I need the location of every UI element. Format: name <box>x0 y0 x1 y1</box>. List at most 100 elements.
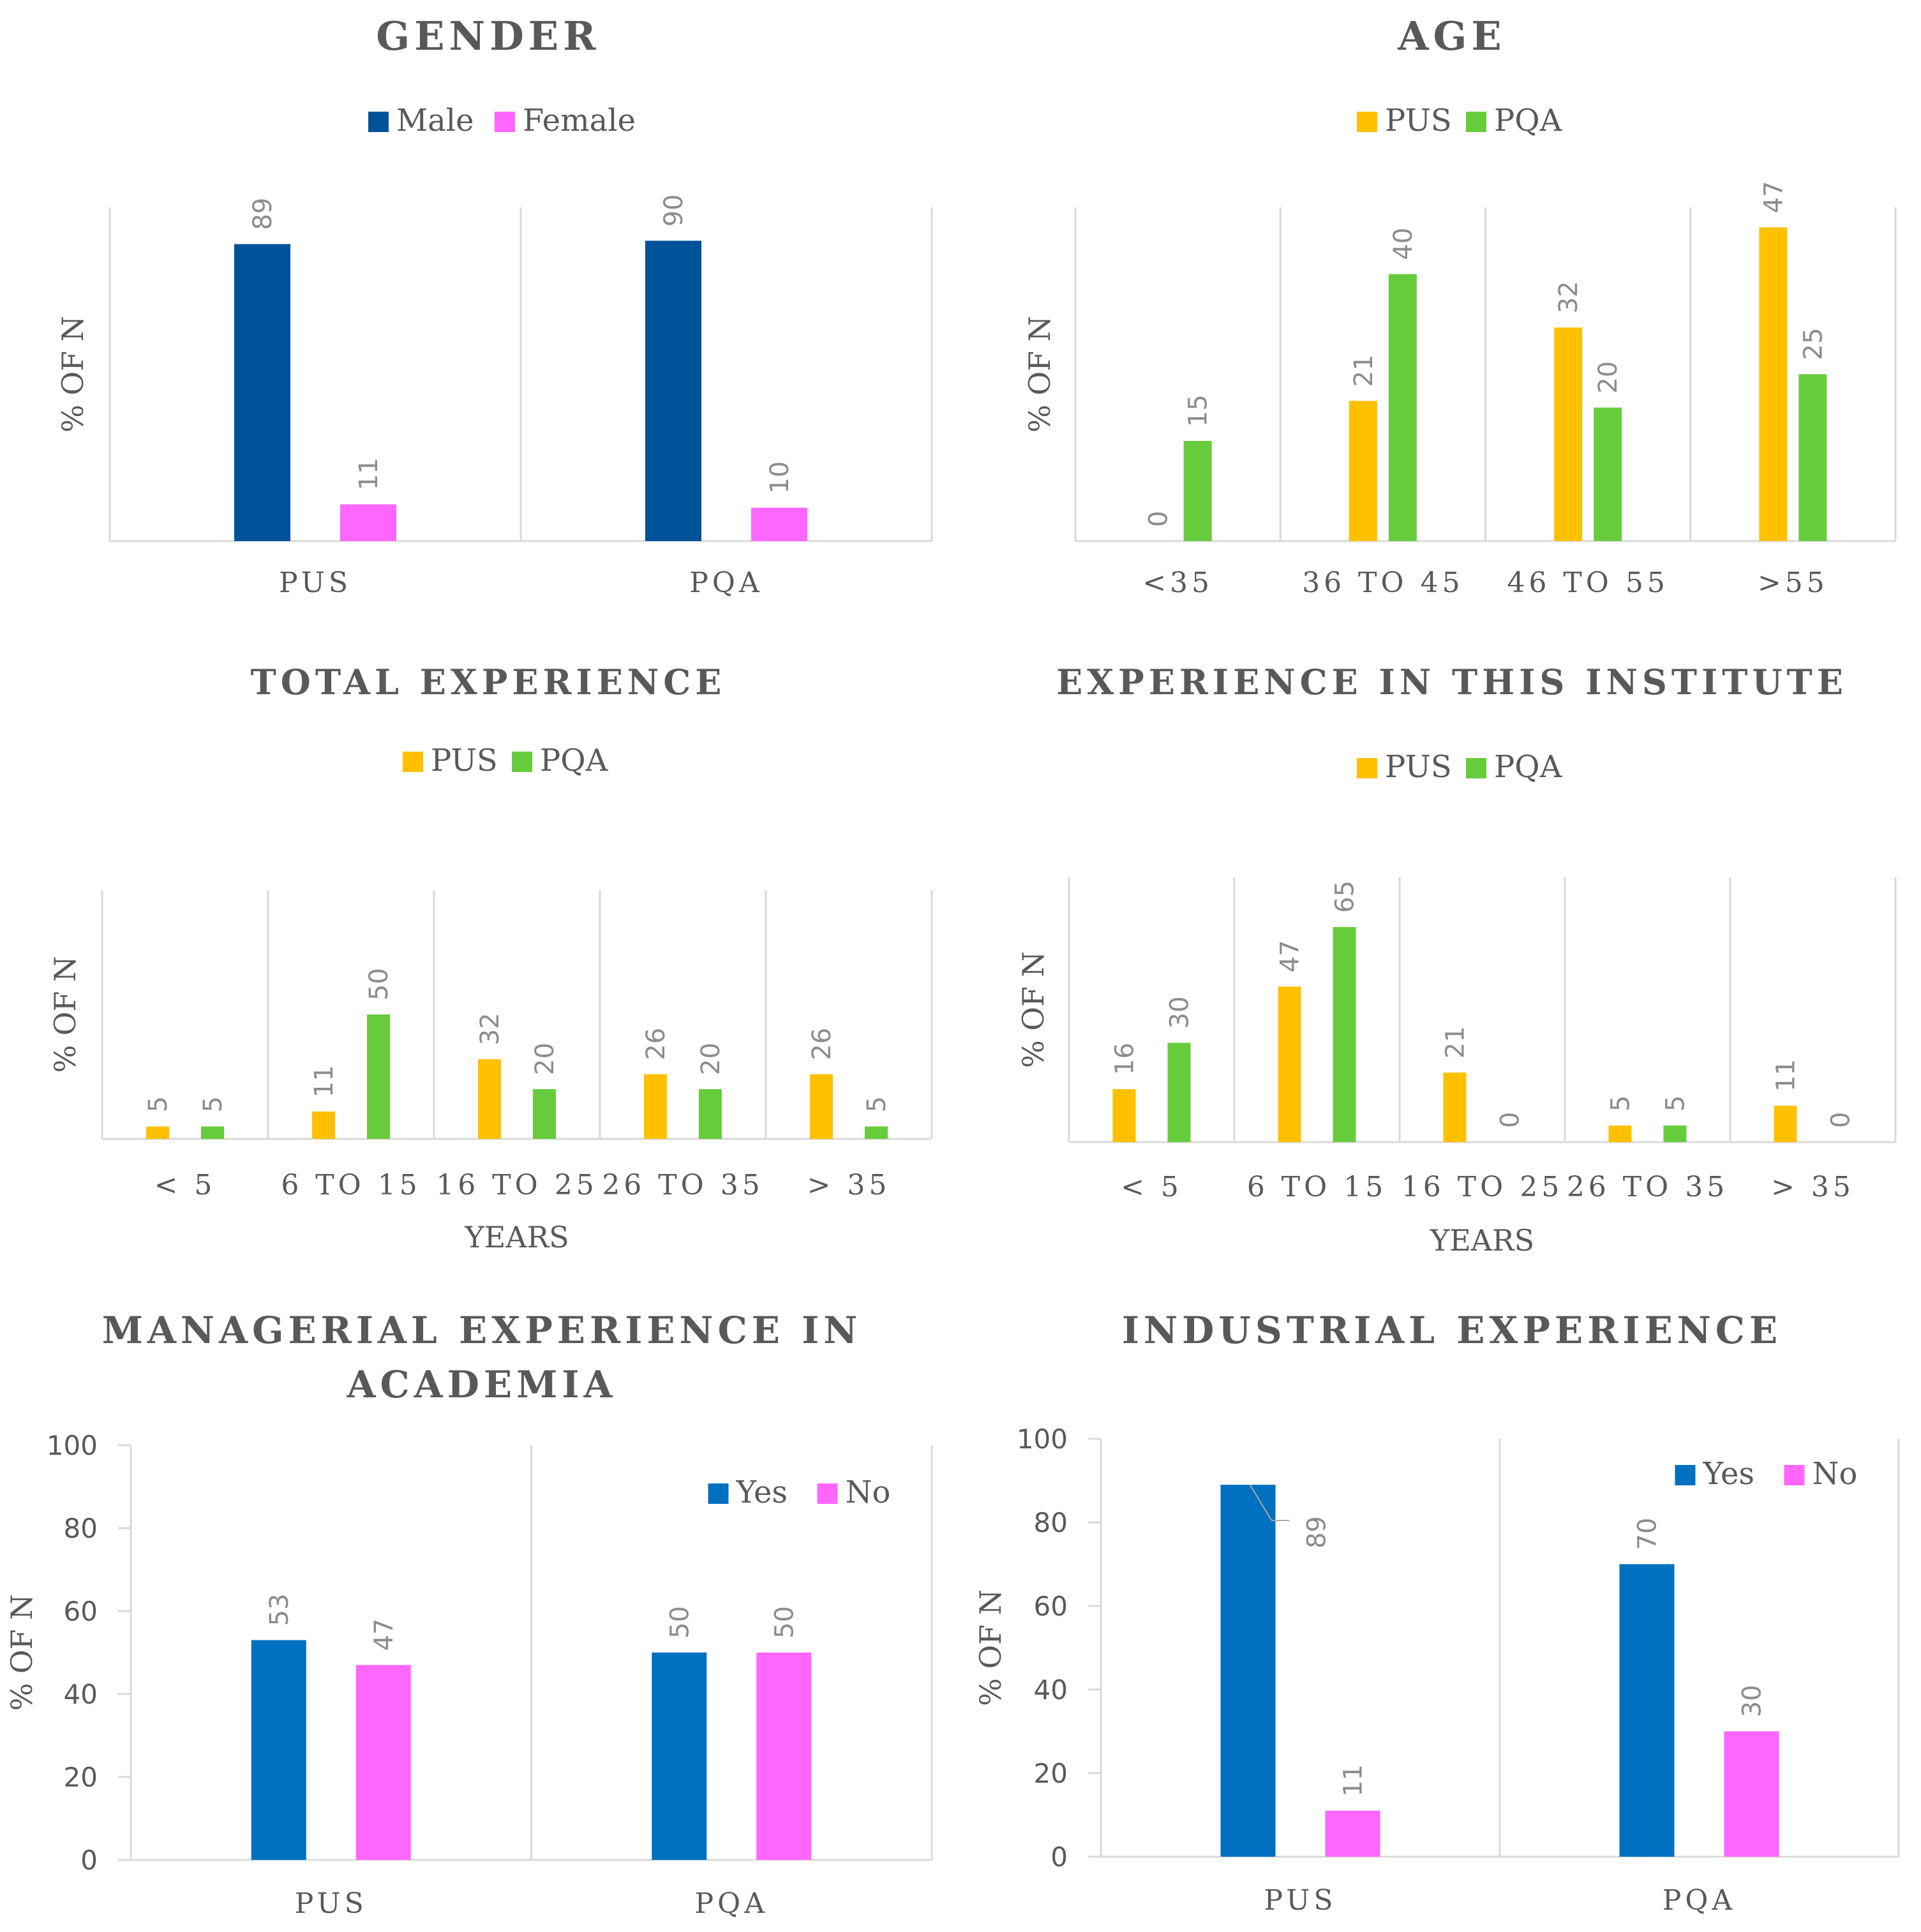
x-tick-label: 46 TO 55 <box>1507 567 1668 599</box>
data-label-pqa-5: 5 <box>862 1096 892 1112</box>
data-label-pqa-5: 0 <box>1827 1112 1856 1128</box>
x-tick-label: 6 TO 15 <box>281 1169 421 1201</box>
y-tick-label: 100 <box>1017 1423 1068 1455</box>
y-axis-label: % OF N <box>4 1594 39 1711</box>
data-label-pqa-1: 30 <box>1165 996 1195 1029</box>
x-tick-label: > 35 <box>1771 1171 1855 1203</box>
x-tick-label: PQA <box>689 567 763 599</box>
bar-pqa-1 <box>201 1126 224 1139</box>
y-axis-label: % OF N <box>48 956 82 1073</box>
age-chart: AGE PUS PQA % OF N 0 15 <35 21 40 36 TO 45 32 20 46 … <box>1022 13 1897 599</box>
bar-yes-1 <box>251 1640 306 1860</box>
bar-male-1 <box>234 244 290 541</box>
x-tick-label: < 5 <box>1121 1171 1183 1203</box>
legend-label-male: Male <box>396 103 474 138</box>
data-label-pus-2: 21 <box>1349 354 1379 387</box>
legend-swatch-female <box>495 112 515 132</box>
data-label-pus-5: 11 <box>1772 1059 1801 1092</box>
bar-yes-1 <box>1220 1485 1276 1857</box>
chart-title: ACADEMIA <box>346 1363 617 1406</box>
bar-pus-2 <box>1349 401 1377 541</box>
x-tick-label: 16 TO 25 <box>1402 1171 1563 1203</box>
chart-title: MANAGERIAL EXPERIENCE IN <box>102 1309 862 1352</box>
x-tick-label: <35 <box>1142 567 1213 599</box>
managerial-experience-chart: MANAGERIAL EXPERIENCE IN ACADEMIA Yes No % O… <box>4 1309 933 1920</box>
data-label-pqa-2: 50 <box>364 968 394 1000</box>
data-label-pus-1: 0 <box>1144 511 1174 527</box>
bar-pus-1 <box>1112 1089 1136 1142</box>
bar-pqa-2 <box>367 1014 390 1139</box>
data-label-pqa-3: 0 <box>1496 1112 1525 1128</box>
x-axis-label: YEARS <box>1430 1223 1534 1258</box>
bar-pqa-3 <box>533 1089 556 1139</box>
chart-title: TOTAL EXPERIENCE <box>251 662 726 702</box>
bar-no-2 <box>756 1653 812 1860</box>
y-tick-label: 100 <box>47 1430 98 1461</box>
data-label-female-2: 10 <box>765 461 795 494</box>
y-axis-label: % OF N <box>973 1589 1008 1706</box>
x-tick-label: PUS <box>1264 1884 1336 1917</box>
gender-chart: GENDER Male Female % OF N 89 11 PUS 90 10 PQA <box>56 13 933 599</box>
x-tick-label: 16 TO 25 <box>436 1169 597 1201</box>
y-tick-label: 40 <box>1034 1674 1068 1705</box>
bar-pqa-2 <box>1388 274 1417 541</box>
legend-swatch-no <box>817 1483 838 1504</box>
data-label-yes-1: 89 <box>1303 1516 1332 1549</box>
chart-title: GENDER <box>376 13 600 59</box>
legend-label-pqa: PQA <box>540 743 609 778</box>
data-label-no-2: 50 <box>770 1606 799 1638</box>
bar-pus-5 <box>1774 1105 1797 1142</box>
x-tick-label: >55 <box>1758 567 1828 599</box>
label-leader-line <box>1249 1484 1273 1521</box>
legend-swatch-yes <box>1675 1465 1696 1485</box>
bar-male-2 <box>645 241 701 541</box>
legend-swatch-pus <box>403 752 423 772</box>
data-label-pus-5: 26 <box>807 1028 837 1060</box>
data-label-no-1: 47 <box>370 1619 399 1651</box>
data-label-pqa-1: 15 <box>1184 394 1213 427</box>
legend-swatch-pqa <box>512 752 532 772</box>
data-label-pqa-4: 20 <box>696 1043 726 1075</box>
bar-pqa-4 <box>1798 374 1827 541</box>
x-tick-label: < 5 <box>154 1169 216 1201</box>
data-label-no-2: 30 <box>1738 1685 1767 1718</box>
legend-swatch-pus <box>1357 758 1377 778</box>
bar-pus-3 <box>1443 1073 1467 1142</box>
data-label-pus-3: 21 <box>1441 1026 1470 1059</box>
bar-pus-4 <box>1608 1126 1632 1142</box>
bar-yes-2 <box>652 1653 707 1860</box>
data-label-pqa-4: 25 <box>1798 328 1828 360</box>
x-tick-label: PQA <box>1663 1884 1736 1917</box>
legend-label-yes: Yes <box>736 1475 788 1510</box>
data-label-pus-3: 32 <box>1554 281 1583 313</box>
y-tick-label: 20 <box>1034 1758 1068 1789</box>
bar-no-2 <box>1724 1731 1779 1857</box>
y-axis-label: % OF N <box>1016 951 1050 1068</box>
legend-swatch-pqa <box>1466 758 1486 778</box>
x-tick-label: PUS <box>295 1887 368 1920</box>
data-label-male-1: 89 <box>248 198 278 230</box>
y-tick-label: 60 <box>64 1596 98 1627</box>
data-label-pus-4: 26 <box>641 1028 671 1060</box>
legend-label-pus: PUS <box>1385 103 1452 138</box>
total-experience-chart: TOTAL EXPERIENCE PUS PQA % OF N 5 5 < 5 11 50 6 T… <box>48 662 933 1254</box>
x-tick-label: > 35 <box>807 1169 891 1201</box>
legend-swatch-no <box>1784 1465 1805 1485</box>
bar-pus-4 <box>1759 227 1788 541</box>
bar-yes-2 <box>1619 1564 1675 1857</box>
bar-no-1 <box>1325 1810 1380 1857</box>
bar-pqa-4 <box>699 1089 722 1139</box>
data-label-pus-2: 47 <box>1276 940 1305 972</box>
bar-female-2 <box>751 507 807 541</box>
y-tick-label: 40 <box>64 1679 98 1710</box>
bar-pus-5 <box>810 1074 833 1139</box>
industrial-experience-chart: INDUSTRIAL EXPERIENCE Yes No % OF N 0 20 40 60 8… <box>973 1309 1900 1917</box>
data-label-pqa-3: 20 <box>1594 361 1623 394</box>
legend-label-no: No <box>846 1475 891 1510</box>
x-tick-label: PUS <box>279 567 352 599</box>
legend-label-pus: PUS <box>431 743 498 778</box>
bar-no-1 <box>355 1665 411 1860</box>
data-label-pus-4: 5 <box>1606 1096 1636 1111</box>
legend-label-pus: PUS <box>1385 749 1452 785</box>
